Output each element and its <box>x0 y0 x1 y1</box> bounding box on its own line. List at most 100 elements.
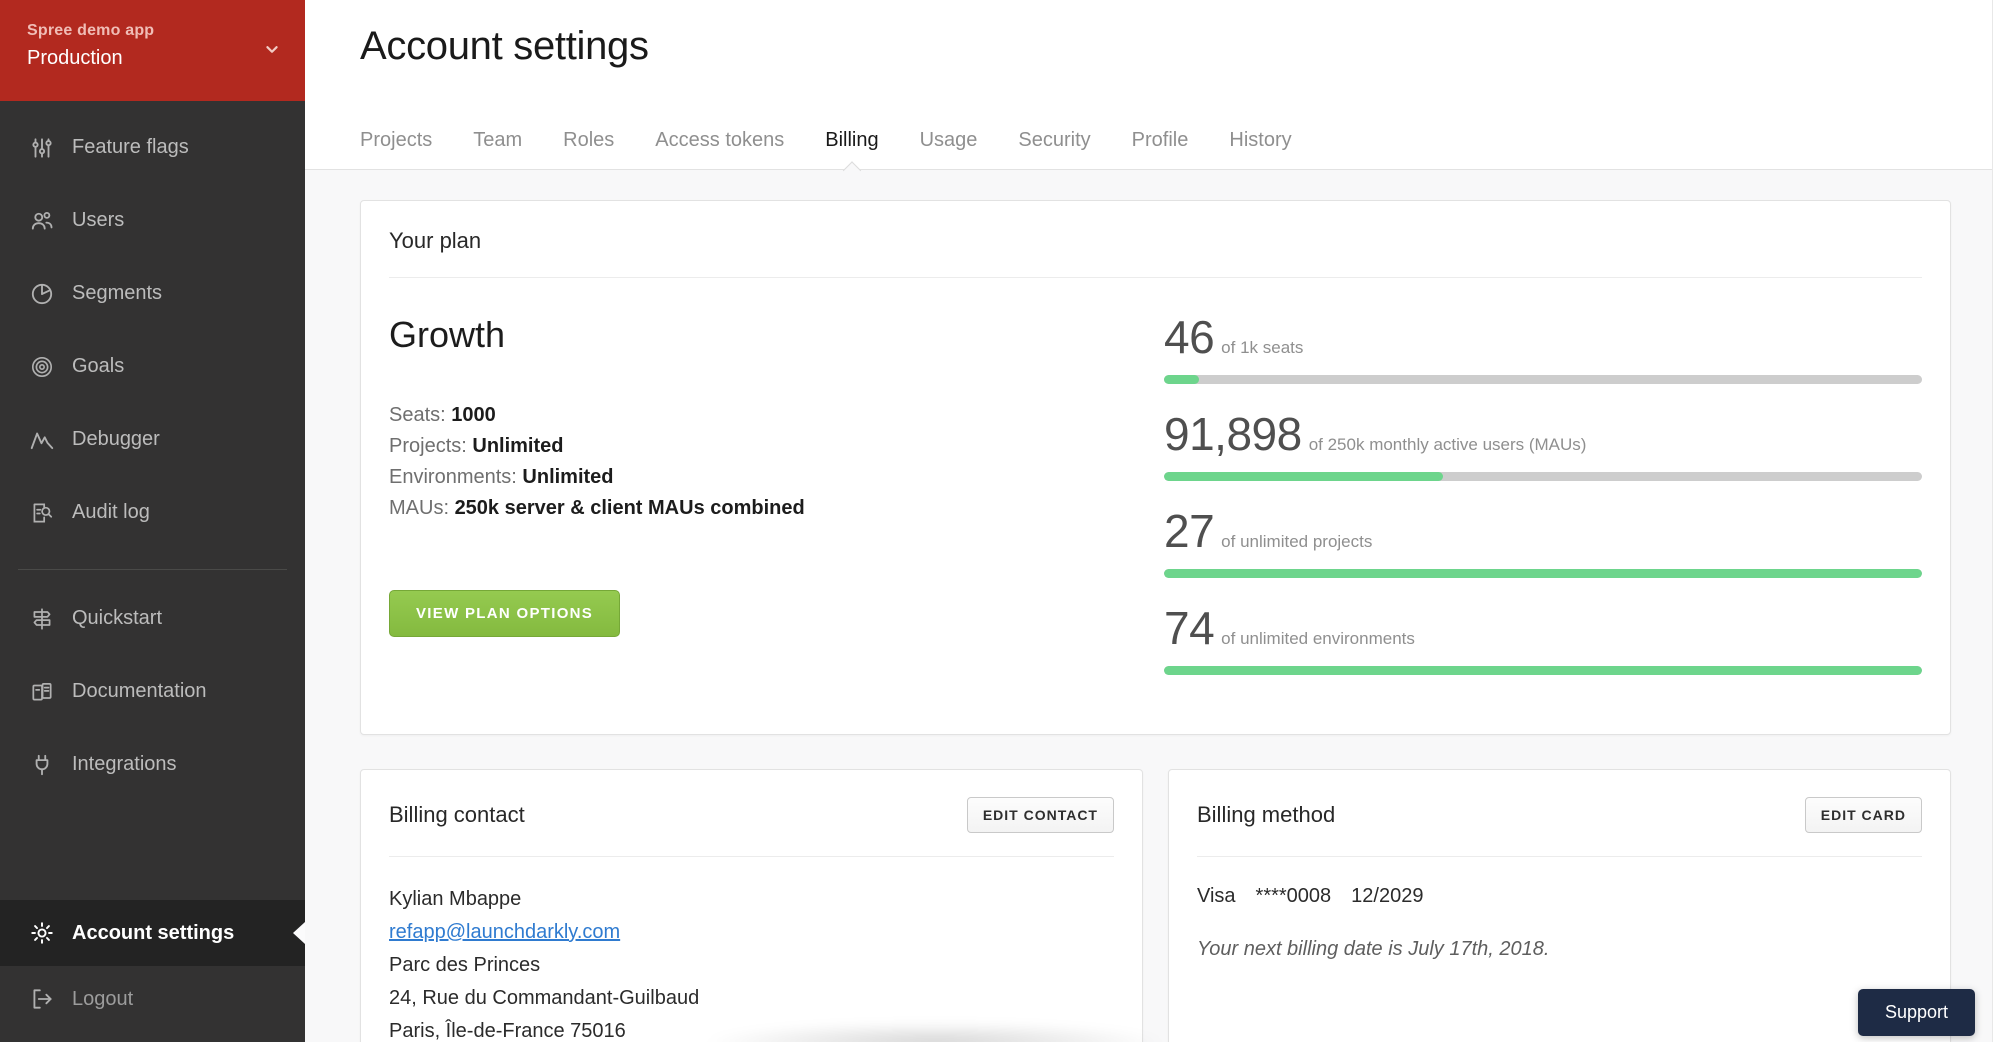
billing-contact-card: Billing contact EDIT CONTACT Kylian Mbap… <box>360 769 1143 1042</box>
contact-email-link[interactable]: refapp@launchdarkly.com <box>389 921 621 943</box>
contact-name: Kylian Mbappe <box>389 888 522 910</box>
detail-label: Environments: <box>389 466 517 488</box>
billing-method-body: Visa ****0008 12/2029 Your next billing … <box>1169 857 1950 989</box>
plan-detail-environments: Environments: Unlimited <box>389 462 1164 493</box>
detail-value: Unlimited <box>522 466 614 488</box>
main-area: Account settings Projects Team Roles Acc… <box>305 0 2000 1042</box>
tab-usage[interactable]: Usage <box>919 129 978 151</box>
edit-contact-button[interactable]: EDIT CONTACT <box>966 797 1114 833</box>
environment-switcher[interactable]: Spree demo app Production <box>0 0 305 101</box>
tab-history[interactable]: History <box>1229 129 1292 151</box>
support-button[interactable]: Support <box>1857 989 1975 1036</box>
usage-caption: of 250k monthly active users (MAUs) <box>1308 435 1587 454</box>
usage-stat-projects: 27 of unlimited projects <box>1164 504 1922 578</box>
sidebar-item-label: Goals <box>72 355 125 377</box>
sidebar-item-logout[interactable]: Logout <box>0 966 305 1042</box>
logout-icon <box>28 986 55 1013</box>
billing-contact-title: Billing contact <box>389 802 525 827</box>
progress-fill <box>1164 375 1199 384</box>
divider <box>1197 856 1922 857</box>
sidebar-item-label: Users <box>72 209 125 231</box>
segments-icon <box>28 280 55 307</box>
sidebar-item-documentation[interactable]: Documentation <box>0 655 305 728</box>
edit-card-button[interactable]: EDIT CARD <box>1804 797 1922 833</box>
sidebar-item-label: Account settings <box>72 921 235 944</box>
feature-flags-icon <box>28 134 55 161</box>
contact-address-line: Paris, Île-de-France 75016 <box>389 1020 626 1042</box>
sidebar-item-account-settings[interactable]: Account settings <box>0 900 305 966</box>
usage-caption: of unlimited projects <box>1221 532 1373 551</box>
billing-method-card: Billing method EDIT CARD Visa ****0008 1… <box>1168 769 1951 1042</box>
tab-roles[interactable]: Roles <box>563 129 615 151</box>
usage-caption: of 1k seats <box>1221 338 1304 357</box>
usage-value: 74 <box>1164 602 1215 654</box>
tab-billing[interactable]: Billing <box>825 129 879 180</box>
tab-label: Billing <box>825 129 879 151</box>
detail-value: 1000 <box>451 404 496 426</box>
plan-detail-maus: MAUs: 250k server & client MAUs combined <box>389 493 1164 524</box>
sidebar-item-label: Feature flags <box>72 136 189 158</box>
billing-method-title: Billing method <box>1197 802 1336 827</box>
usage-value: 46 <box>1164 311 1215 363</box>
progress-track <box>1164 375 1922 384</box>
masthead: Account settings <box>305 0 2000 69</box>
plan-card-body: Growth Seats: 1000 Projects: Unlimited E… <box>361 278 1950 734</box>
card-expiry: 12/2029 <box>1351 885 1424 907</box>
usage-stat-maus: 91,898 of 250k monthly active users (MAUs… <box>1164 407 1922 481</box>
progress-track <box>1164 666 1922 675</box>
card-summary: Visa ****0008 12/2029 <box>1197 885 1922 908</box>
tab-security[interactable]: Security <box>1018 129 1091 151</box>
project-name: Spree demo app <box>27 22 155 39</box>
detail-label: Seats: <box>389 404 446 426</box>
plan-card-header: Your plan <box>361 201 1950 277</box>
sidebar-item-label: Quickstart <box>72 607 163 629</box>
tab-access-tokens[interactable]: Access tokens <box>655 129 785 151</box>
tab-bar: Projects Team Roles Access tokens Billin… <box>305 129 2000 180</box>
debugger-icon <box>28 426 55 453</box>
progress-fill <box>1164 472 1443 481</box>
plan-usage-stats: 46 of 1k seats 91,898 of 250k monthly acti… <box>1164 306 1922 698</box>
sidebar-item-label: Logout <box>72 987 134 1010</box>
sidebar-item-debugger[interactable]: Debugger <box>0 403 305 476</box>
billing-cards-row: Billing contact EDIT CONTACT Kylian Mbap… <box>360 769 1951 1042</box>
usage-stat-seats: 46 of 1k seats <box>1164 310 1922 384</box>
plan-detail-seats: Seats: 1000 <box>389 400 1164 431</box>
audit-log-icon <box>28 499 55 526</box>
plug-icon <box>28 751 55 778</box>
detail-label: Projects: <box>389 435 467 457</box>
next-billing-date-note: Your next billing date is July 17th, 201… <box>1197 938 1550 960</box>
plan-details: Seats: 1000 Projects: Unlimited Environm… <box>389 400 1164 524</box>
goals-icon <box>28 353 55 380</box>
view-plan-options-button[interactable]: VIEW PLAN OPTIONS <box>389 590 621 637</box>
scrollbar[interactable] <box>1992 0 2000 1042</box>
tab-projects[interactable]: Projects <box>360 129 433 151</box>
billing-method-header: Billing method EDIT CARD <box>1169 770 1950 856</box>
billing-content: Your plan Growth Seats: 1000 Projects: U… <box>305 170 2000 1042</box>
sidebar-item-audit-log[interactable]: Audit log <box>0 476 305 549</box>
sidebar-item-users[interactable]: Users <box>0 184 305 257</box>
chevron-down-icon <box>261 38 283 60</box>
progress-track <box>1164 569 1922 578</box>
divider <box>389 277 1922 278</box>
tab-profile[interactable]: Profile <box>1131 129 1189 151</box>
usage-caption: of unlimited environments <box>1221 629 1415 648</box>
sidebar-item-segments[interactable]: Segments <box>0 257 305 330</box>
sidebar-item-quickstart[interactable]: Quickstart <box>0 582 305 655</box>
your-plan-card: Your plan Growth Seats: 1000 Projects: U… <box>360 200 1951 735</box>
sidebar-item-feature-flags[interactable]: Feature flags <box>0 111 305 184</box>
tab-team[interactable]: Team <box>473 129 523 151</box>
detail-value: 250k server & client MAUs combined <box>454 497 805 519</box>
usage-value: 27 <box>1164 505 1215 557</box>
gear-icon <box>28 920 55 947</box>
detail-value: Unlimited <box>472 435 564 457</box>
sidebar-item-goals[interactable]: Goals <box>0 330 305 403</box>
contact-address-line: Parc des Princes <box>389 954 541 976</box>
usage-stat-environments: 74 of unlimited environments <box>1164 601 1922 675</box>
progress-track <box>1164 472 1922 481</box>
users-icon <box>28 207 55 234</box>
signpost-icon <box>28 605 55 632</box>
page-title: Account settings <box>360 24 649 68</box>
sidebar-item-integrations[interactable]: Integrations <box>0 728 305 801</box>
card-number: ****0008 <box>1255 885 1332 907</box>
